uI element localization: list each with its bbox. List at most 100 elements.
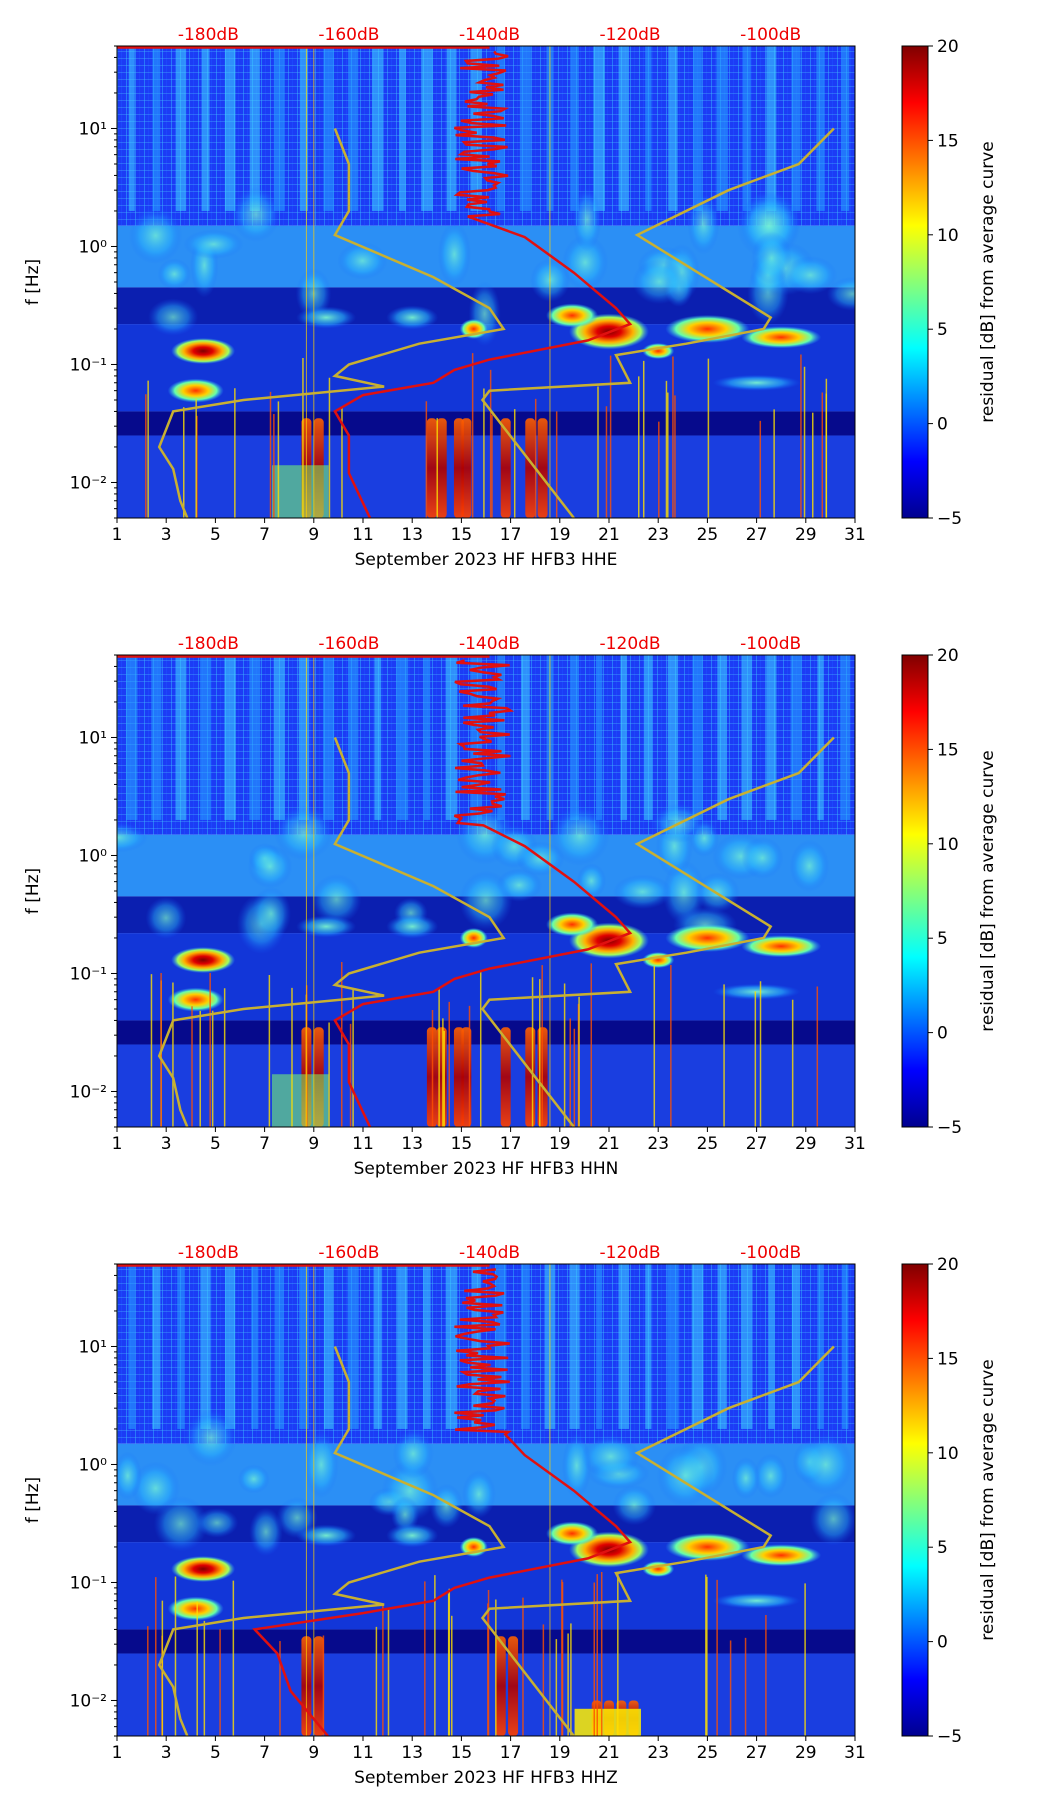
x-tick-label: 15 xyxy=(451,525,473,545)
daily-stripe xyxy=(323,46,334,211)
x-tick-label: 27 xyxy=(746,525,768,545)
daily-stripe xyxy=(348,655,359,820)
noise-patch xyxy=(550,805,610,866)
noise-patch xyxy=(751,231,792,285)
spectrogram xyxy=(117,46,855,518)
noise-patch xyxy=(783,256,838,295)
x-tick-label: 13 xyxy=(401,1134,423,1154)
daily-stripe xyxy=(322,655,335,820)
noise-patch xyxy=(153,1496,208,1552)
daily-stripe xyxy=(371,46,384,211)
daily-stripe xyxy=(175,655,187,820)
y-tick-label: 10⁻¹ xyxy=(70,1573,107,1593)
noise-patch xyxy=(311,874,362,925)
daily-stripe xyxy=(299,46,309,211)
y-tick-label: 10⁻¹ xyxy=(70,355,107,375)
energy-blob xyxy=(741,326,822,349)
daily-stripe xyxy=(497,655,505,820)
daily-stripe xyxy=(348,46,359,211)
daily-stripe xyxy=(645,1264,652,1429)
x-tick-label: 29 xyxy=(795,525,817,545)
x-tick-label: 21 xyxy=(598,1743,620,1763)
y-tick-label: 10⁰ xyxy=(79,1455,108,1475)
noise-patch xyxy=(184,1409,238,1467)
colorbar-tick-label: −5 xyxy=(937,509,962,529)
noise-patch xyxy=(274,805,334,861)
daily-stripe xyxy=(741,1264,753,1429)
daily-stripe xyxy=(595,655,603,820)
energy-blob xyxy=(546,303,599,328)
colorbar-tick-label: 0 xyxy=(937,1024,948,1044)
x-tick-label: 3 xyxy=(161,525,172,545)
top-db-label: -180dB xyxy=(178,1243,239,1263)
energy-blob xyxy=(546,1521,599,1546)
daily-stripe xyxy=(397,1264,408,1429)
colorbar-tick-label: 0 xyxy=(937,415,948,435)
y-tick-label: 10⁻² xyxy=(70,1691,107,1711)
noise-patch xyxy=(231,186,281,242)
daily-stripe xyxy=(201,46,210,211)
daily-stripe xyxy=(470,46,482,211)
colorbar xyxy=(901,654,929,1128)
colorbar-tick-label: 5 xyxy=(937,1538,948,1558)
noise-patch xyxy=(237,1464,270,1494)
x-tick-label: 31 xyxy=(844,1743,866,1763)
daily-stripe xyxy=(766,46,777,211)
daily-stripe xyxy=(593,46,605,211)
daily-stripe xyxy=(741,655,753,820)
nhnm-curve xyxy=(480,1345,835,1736)
daily-stripe xyxy=(618,46,629,211)
daily-stripe xyxy=(249,46,260,211)
noise-patch xyxy=(810,1492,855,1546)
colorbar-tick-label: 15 xyxy=(937,740,959,760)
daily-stripe xyxy=(520,1264,530,1429)
noise-patch xyxy=(632,259,687,305)
x-tick-label: 25 xyxy=(697,525,719,545)
psd-median-curve xyxy=(333,50,633,518)
x-axis-label: September 2023 HF HFB3 HHE xyxy=(355,550,618,570)
daily-stripe xyxy=(225,1264,236,1429)
band-low-frequency xyxy=(117,1653,855,1736)
top-db-label: -140dB xyxy=(459,634,520,654)
noise-patch xyxy=(437,221,471,287)
noise-patch xyxy=(576,863,607,899)
colorbar-tick-label: 0 xyxy=(937,1633,948,1653)
y-tick-label: 10⁻² xyxy=(70,1082,107,1102)
daily-stripe xyxy=(570,46,579,211)
noise-patch xyxy=(247,844,293,889)
noise-patch xyxy=(462,1470,496,1519)
band-low-frequency xyxy=(117,435,855,518)
colorbar-label: residual [dB] from average curve xyxy=(978,141,998,422)
daily-stripe xyxy=(620,655,628,820)
x-tick-label: 9 xyxy=(308,525,319,545)
top-db-label: -120dB xyxy=(600,634,661,654)
y-tick-label: 10⁻² xyxy=(70,473,107,493)
daily-stripe xyxy=(817,655,824,820)
low-frequency-spike xyxy=(426,418,437,518)
nhnm-curve xyxy=(480,127,835,518)
x-tick-label: 15 xyxy=(451,1134,473,1154)
noise-patch xyxy=(129,207,183,264)
spectrogram xyxy=(117,655,855,1127)
noise-patch xyxy=(392,1428,434,1479)
daily-stripe xyxy=(645,46,652,211)
colorbar-tick-label: 20 xyxy=(937,37,959,57)
daily-stripe xyxy=(692,655,703,820)
daily-stripe xyxy=(445,1264,458,1429)
daily-stripe xyxy=(791,46,801,211)
y-tick-label: 10⁰ xyxy=(79,846,108,866)
x-tick-label: 11 xyxy=(352,1134,374,1154)
x-tick-label: 11 xyxy=(352,525,374,545)
top-db-label: -100dB xyxy=(740,634,801,654)
daily-stripe xyxy=(742,46,751,211)
x-tick-label: 29 xyxy=(795,1743,817,1763)
colorbar-tick-label: 20 xyxy=(937,646,959,666)
daily-stripe xyxy=(445,655,458,820)
y-tick-label: 10¹ xyxy=(79,119,107,139)
daily-stripe xyxy=(596,1264,603,1429)
y-tick-label: 10⁰ xyxy=(79,237,108,257)
nhnm-curve xyxy=(480,736,835,1127)
x-tick-label: 25 xyxy=(697,1743,719,1763)
y-tick-label: 10¹ xyxy=(79,728,107,748)
daily-stripe xyxy=(396,655,409,820)
